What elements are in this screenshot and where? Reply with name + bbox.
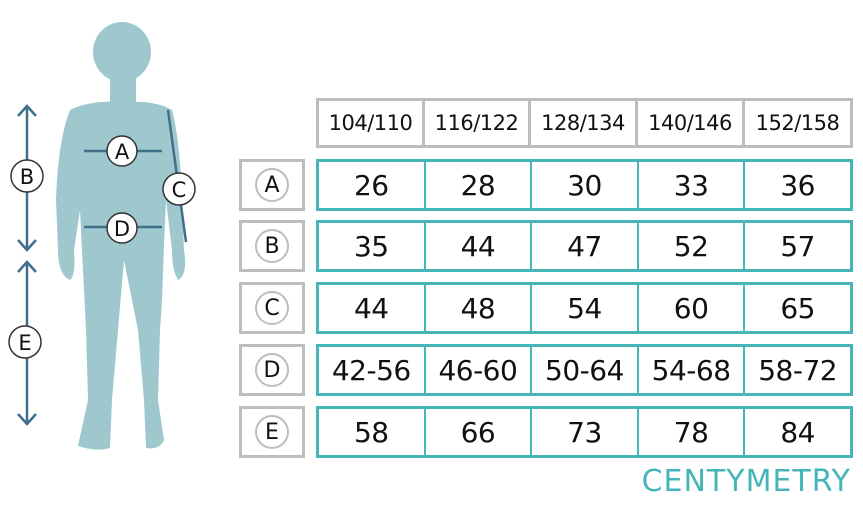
- table-row-b: 35 44 47 52 57: [316, 220, 853, 272]
- size-header: 104/110: [316, 98, 425, 148]
- arrow-down-icon: [17, 239, 37, 252]
- body-silhouette: [56, 22, 186, 450]
- table-cell: 28: [426, 162, 533, 208]
- table-cell: 73: [532, 409, 639, 455]
- arrow-down-icon: [17, 413, 37, 426]
- table-cell: 58-72: [758, 353, 838, 387]
- table-cell: 65: [780, 291, 815, 325]
- size-header: 140/146: [635, 98, 745, 148]
- row-label-a: A: [239, 159, 305, 211]
- arrow-up-icon: [17, 104, 37, 117]
- table-cell: 44: [426, 223, 533, 269]
- figure-label-c: C: [172, 178, 187, 202]
- table-cell: 48: [426, 285, 533, 331]
- table-cell: 57: [780, 229, 815, 263]
- table-cell: 35: [319, 223, 426, 269]
- row-label-b: B: [239, 220, 305, 272]
- size-header: 128/134: [528, 98, 638, 148]
- unit-label: CENTYMETRY: [641, 464, 851, 499]
- table-cell: 33: [639, 162, 746, 208]
- size-header: 152/158: [742, 98, 853, 148]
- table-cell: 30: [532, 162, 639, 208]
- row-label-e: E: [239, 406, 305, 458]
- table-cell: 50-64: [532, 347, 639, 393]
- table-row-a: 26 28 30 33 36: [316, 159, 853, 211]
- table-cell: 36: [780, 168, 815, 202]
- table-cell: 46-60: [426, 347, 533, 393]
- table-cell: 60: [639, 285, 746, 331]
- table-cell: 44: [319, 285, 426, 331]
- figure-label-a: A: [115, 140, 130, 164]
- figure-label-b: B: [20, 165, 34, 189]
- table-cell: 78: [639, 409, 746, 455]
- figure-label-e: E: [18, 331, 31, 355]
- table-cell: 26: [319, 162, 426, 208]
- row-label-c: C: [239, 282, 305, 334]
- table-cell: 54: [532, 285, 639, 331]
- row-label-d: D: [239, 344, 305, 396]
- child-body-figure: A D C B E: [8, 22, 196, 450]
- arrow-up-icon: [17, 260, 37, 273]
- table-row-e: 58 66 73 78 84: [316, 406, 853, 458]
- table-row-c: 44 48 54 60 65: [316, 282, 853, 334]
- table-cell: 54-68: [639, 347, 746, 393]
- table-cell: 47: [532, 223, 639, 269]
- table-cell: 66: [426, 409, 533, 455]
- size-header: 116/122: [422, 98, 531, 148]
- table-cell: 84: [780, 415, 815, 449]
- table-cell: 42-56: [319, 347, 426, 393]
- table-cell: 58: [319, 409, 426, 455]
- figure-label-d: D: [114, 217, 130, 241]
- table-cell: 52: [639, 223, 746, 269]
- table-row-d: 42-56 46-60 50-64 54-68 58-72: [316, 344, 853, 396]
